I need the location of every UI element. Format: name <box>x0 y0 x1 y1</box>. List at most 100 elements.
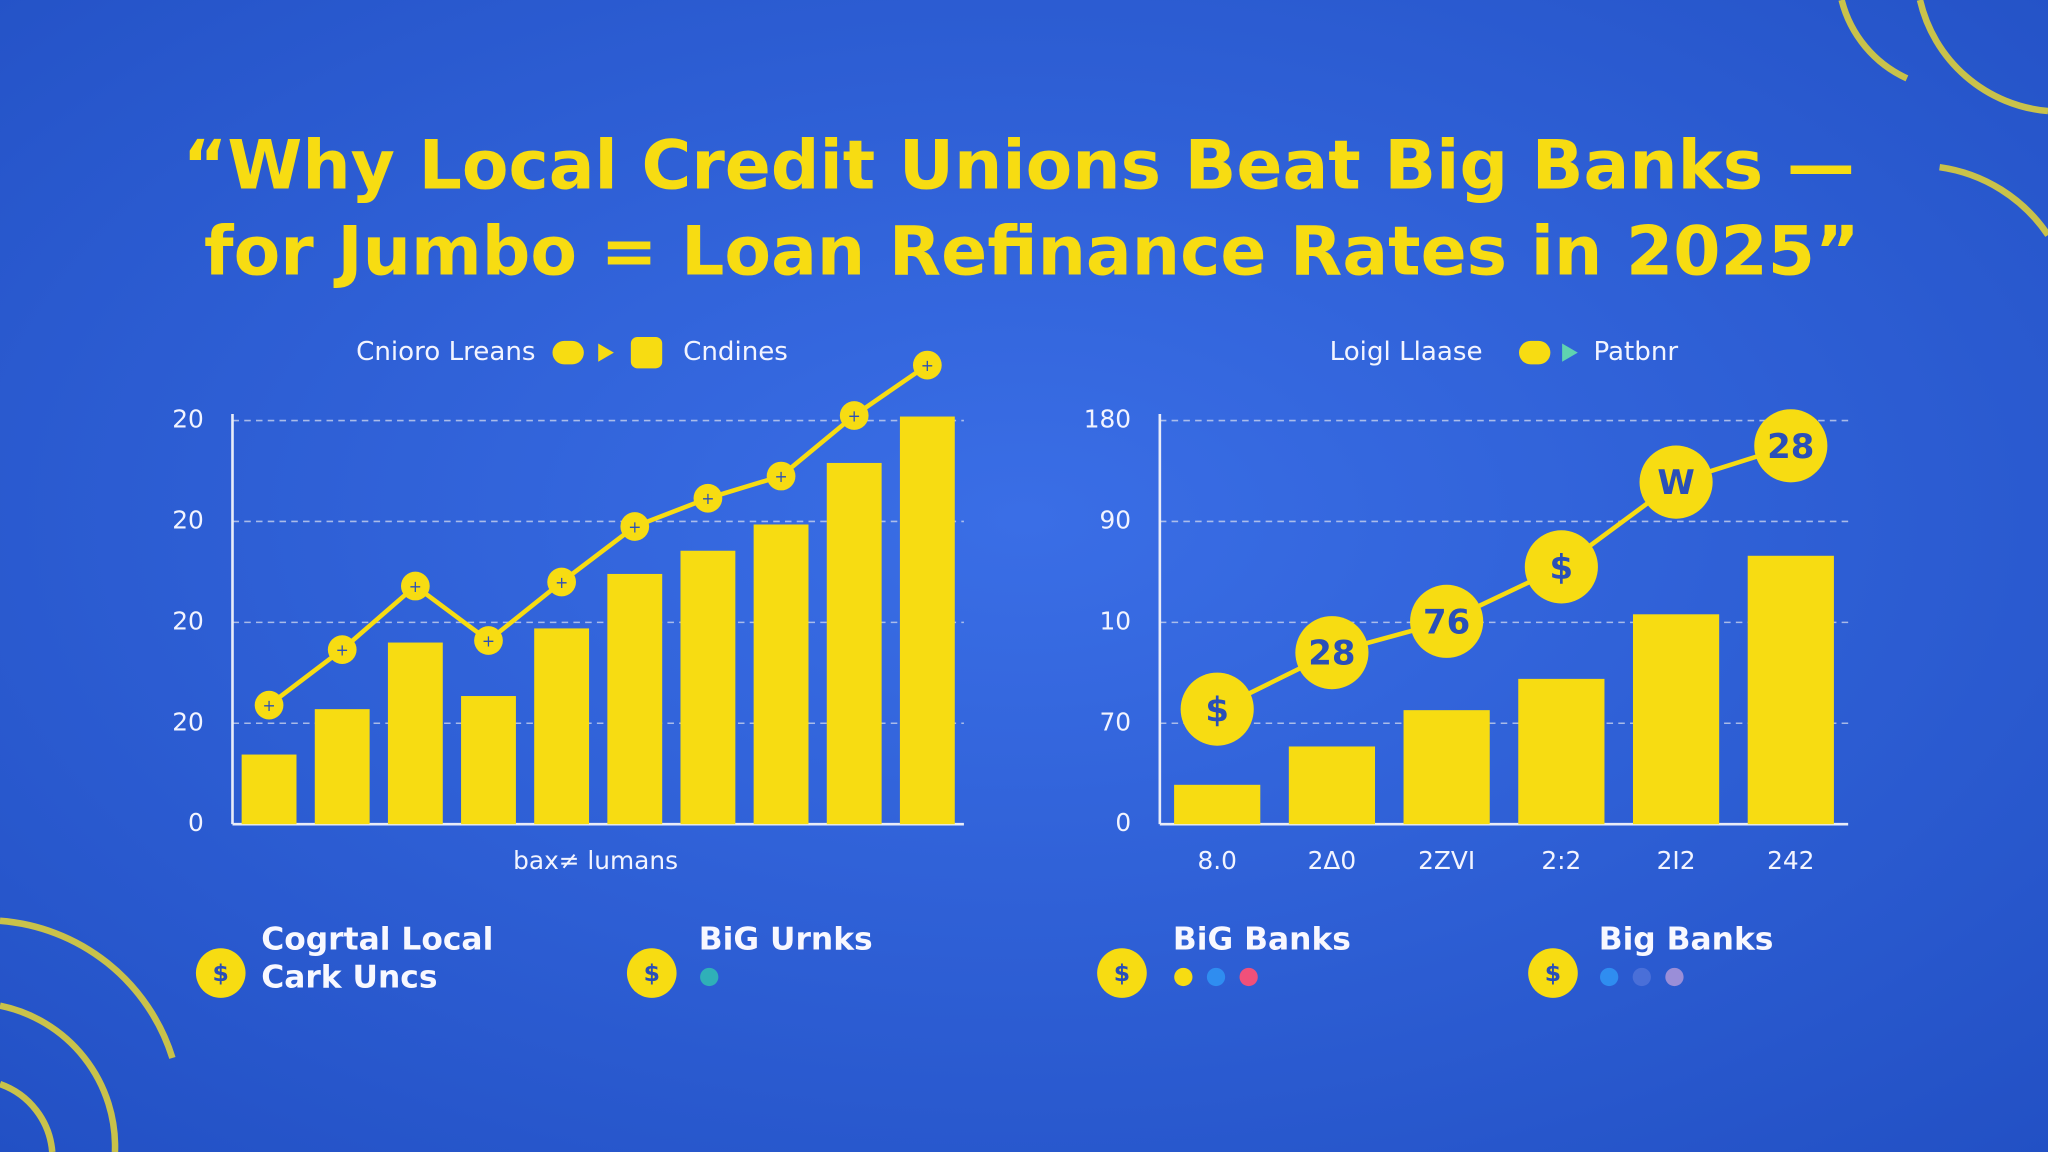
arc <box>0 917 176 1059</box>
bar <box>1288 746 1376 825</box>
bar <box>753 524 809 825</box>
title-line: “Why Local Credit Unions Beat Big Banks … <box>183 126 1855 205</box>
point <box>620 512 650 541</box>
arc <box>0 1081 56 1152</box>
point <box>254 690 284 720</box>
legend-swatch <box>552 340 584 365</box>
legend-dot <box>700 967 719 987</box>
x-tick-label: 2I2 <box>1657 846 1696 875</box>
line <box>267 363 929 707</box>
legend-icon-glyph: $ <box>644 959 660 987</box>
data-label: 28 <box>1767 427 1814 467</box>
legend-icon <box>195 948 246 998</box>
data-label: 28 <box>1308 634 1355 674</box>
point-glyph: + <box>628 517 641 536</box>
bar <box>680 550 736 825</box>
legend-label: Cnioro Lreans <box>356 337 535 367</box>
legend-dot <box>1206 967 1226 987</box>
data-label: W <box>1657 463 1694 503</box>
bar <box>1747 555 1834 825</box>
y-tick-label: 90 <box>1100 505 1132 534</box>
y-tick-label: 10 <box>1100 606 1132 635</box>
legend-icon <box>1097 948 1147 998</box>
point-glyph: + <box>262 696 275 715</box>
point-glyph: + <box>409 577 422 596</box>
x-axis-label: bax≠ lumans <box>513 846 678 875</box>
point-glyph: + <box>848 406 861 425</box>
y-tick-label: 20 <box>172 606 204 635</box>
bar <box>387 642 443 825</box>
x-tick-label: 2Δ0 <box>1308 846 1357 875</box>
bar <box>241 754 297 825</box>
legend-item-label: BiG Urnks <box>699 921 873 957</box>
chart: 0 20 20 20 20 bax≠ lumans + + + + + + + + + + Cnioro Lre… <box>172 336 964 875</box>
arc <box>1916 0 2048 115</box>
legend-dot <box>1174 967 1193 987</box>
bar <box>534 628 590 825</box>
y-tick-label: 70 <box>1100 707 1132 736</box>
point <box>1180 672 1254 746</box>
data-label: $ <box>1205 690 1229 730</box>
bar <box>1174 784 1261 825</box>
bar <box>461 696 516 825</box>
legend-dot <box>1239 967 1258 987</box>
bar <box>1518 678 1605 825</box>
x-tick-label: 242 <box>1767 846 1814 875</box>
point <box>1754 409 1828 483</box>
chart: 0 70 10 90 180 8.0 2Δ0 2ZVI 2:2 2I2 242 $28 76 $ W 28 Lo… <box>1084 337 1849 875</box>
point <box>766 461 796 491</box>
bar <box>314 709 370 825</box>
point <box>1639 445 1713 519</box>
legend-item-label: Cark Uncs <box>261 959 437 995</box>
legend-swatch <box>1519 340 1551 365</box>
legend-label: Loigl Llaase <box>1330 337 1483 367</box>
y-tick-label: 180 <box>1084 405 1131 434</box>
legend-icon-glyph: $ <box>213 959 229 987</box>
point <box>547 567 576 597</box>
bar <box>826 462 882 825</box>
legend-swatch <box>630 336 663 369</box>
x-tick-label: 2:2 <box>1541 846 1581 875</box>
legend-arrow <box>1562 343 1578 362</box>
arc <box>0 1002 119 1152</box>
legend-item-label: BiG Banks <box>1173 921 1351 957</box>
bar <box>1632 614 1720 825</box>
legend-label: Patbnr <box>1593 337 1678 367</box>
y-tick-label: 20 <box>172 505 204 534</box>
legend-dot <box>1600 967 1619 987</box>
y-tick-label: 0 <box>1115 808 1131 837</box>
legend-dot <box>1665 967 1684 987</box>
point <box>327 635 357 664</box>
legend-item-label: Cogrtal Local <box>261 921 493 957</box>
title-line: for Jumbo = Loan Refinance Rates in 2025… <box>204 213 1860 292</box>
x-tick-label: 2ZVI <box>1418 846 1475 875</box>
point <box>693 483 723 513</box>
y-tick-label: 20 <box>172 405 204 434</box>
legend-label: Cndines <box>683 337 788 367</box>
point-glyph: + <box>482 631 495 650</box>
bar <box>899 416 955 825</box>
point <box>912 350 942 380</box>
legend-item-label: Big Banks <box>1599 921 1774 957</box>
point <box>474 626 503 655</box>
point <box>1410 584 1484 658</box>
y-tick-label: 0 <box>188 808 204 837</box>
y-tick-label: 20 <box>172 707 204 736</box>
legend-icon-glyph: $ <box>1545 959 1561 987</box>
x-tick-label: 8.0 <box>1197 846 1236 875</box>
point <box>400 571 430 601</box>
bar <box>607 573 663 825</box>
data-label: $ <box>1550 548 1574 588</box>
bar <box>1403 710 1490 825</box>
point <box>1524 530 1598 604</box>
legend-dot <box>1632 967 1651 987</box>
point-glyph: + <box>774 467 787 486</box>
point-glyph: + <box>555 573 568 592</box>
point-glyph: + <box>921 356 934 375</box>
arc <box>1838 0 1909 82</box>
data-label: 76 <box>1423 602 1470 642</box>
